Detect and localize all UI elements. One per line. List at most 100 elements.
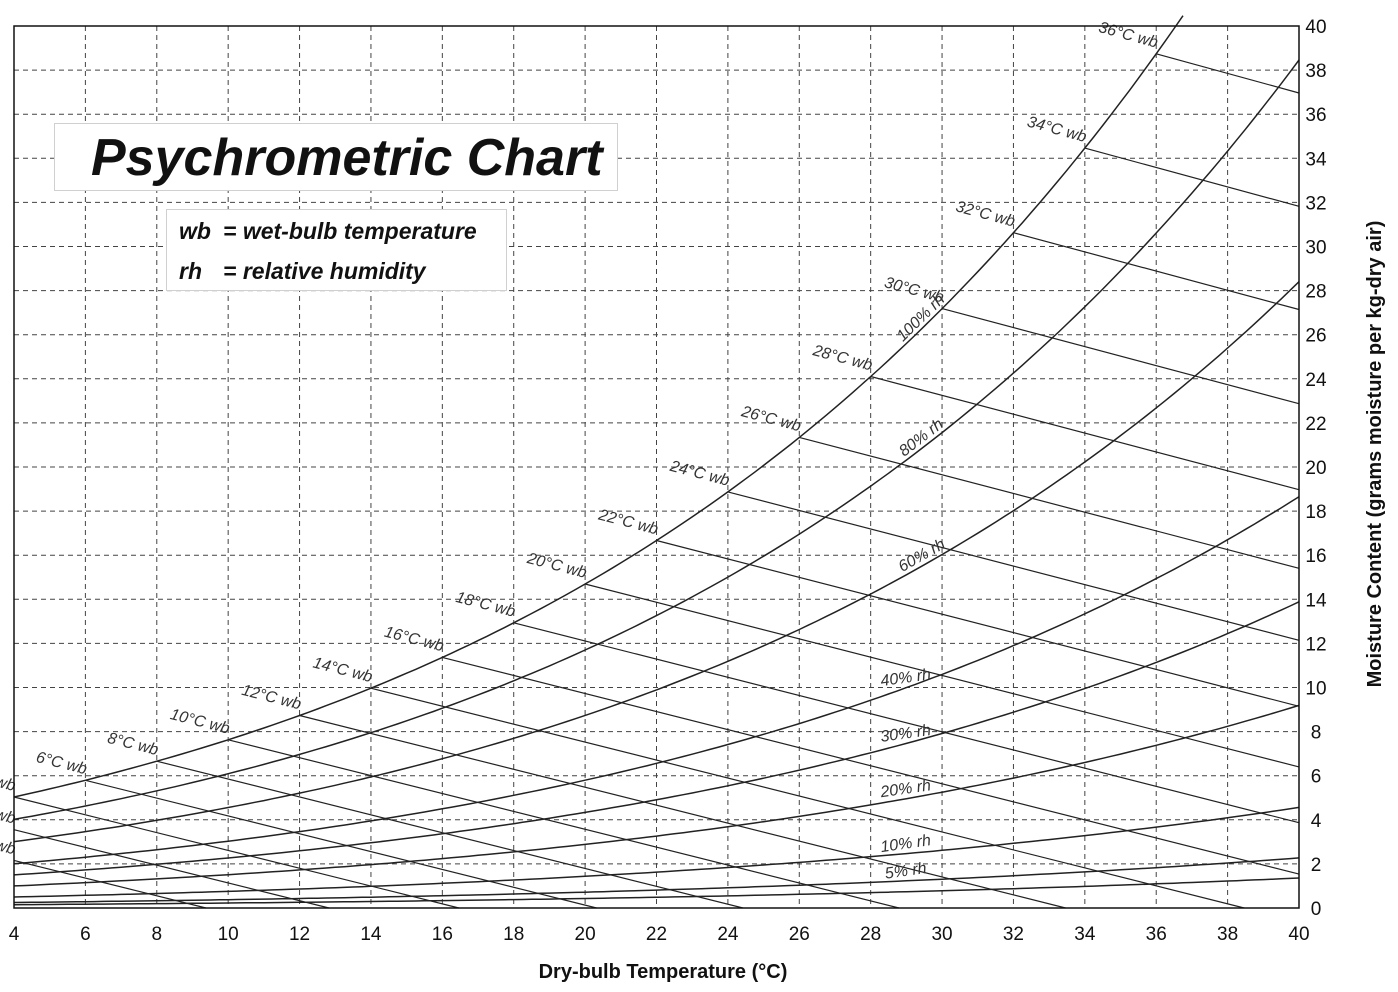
wb-line-label: 14°C wb <box>311 655 374 687</box>
y-tick-label: 0 <box>1311 899 1322 920</box>
wb-line-label: 26°C wb <box>739 403 803 435</box>
wb-line <box>299 714 1066 909</box>
wb-line <box>584 583 1300 768</box>
rh-curve-label: 5% rh <box>884 860 928 883</box>
wb-line-label: 12°C wb <box>240 682 303 713</box>
x-tick-label: 26 <box>789 924 810 945</box>
rh-curve-label: 40% rh <box>879 666 932 690</box>
wb-line <box>85 779 597 909</box>
x-tick-label: 34 <box>1074 924 1096 945</box>
wb-line <box>370 687 1245 909</box>
y-tick-label: 16 <box>1305 546 1326 567</box>
legend-abbr-rh: rh <box>179 258 202 284</box>
rh-curve-label: 20% rh <box>878 777 932 801</box>
rh-curve <box>13 704 1300 887</box>
rh-curve <box>13 601 1300 876</box>
legend-row-wb: wb = wet-bulb temperature <box>179 218 477 245</box>
x-tick-label: 16 <box>432 924 453 945</box>
x-tick-label: 4 <box>9 924 20 945</box>
x-tick-label: 8 <box>151 924 162 945</box>
rh-curve-label: 80% rh <box>896 416 947 460</box>
grid <box>14 26 1299 908</box>
wb-line <box>13 796 460 909</box>
wb-line <box>156 760 744 909</box>
y-tick-label: 38 <box>1305 61 1326 82</box>
x-tick-label: 38 <box>1217 924 1238 945</box>
x-tick-label: 30 <box>931 924 952 945</box>
rh-curve-label: 10% rh <box>879 832 932 856</box>
x-tick-label: 32 <box>1003 924 1024 945</box>
x-axis-label: Dry-bulb Temperature (°C) <box>539 961 788 983</box>
wb-line <box>228 739 900 909</box>
y-tick-label: 2 <box>1311 855 1322 876</box>
curves <box>13 15 1300 909</box>
y-tick-label: 14 <box>1305 590 1327 611</box>
rh-curve <box>13 496 1300 865</box>
wb-line-label: 36°C wb <box>1097 19 1160 52</box>
wb-line-label: 32°C wb <box>954 198 1017 230</box>
y-tick-label: 36 <box>1305 105 1326 126</box>
x-tick-label: 10 <box>218 924 239 945</box>
x-tick-label: 12 <box>289 924 310 945</box>
y-tick-label: 10 <box>1305 679 1326 700</box>
wb-line-label: 10°C wb <box>168 706 231 737</box>
y-tick-label: 12 <box>1305 634 1326 655</box>
wb-line-label: 18°C wb <box>454 589 517 621</box>
wb-line <box>1084 147 1300 207</box>
wb-line-label: 28°C wb <box>810 342 874 374</box>
rh-curve <box>13 15 1184 798</box>
wb-line-label: 34°C wb <box>1025 114 1088 146</box>
rh-curve <box>13 877 1300 906</box>
wb-line-label: 20°C wb <box>524 550 588 582</box>
y-tick-label: 6 <box>1311 767 1322 788</box>
y-tick-label: 34 <box>1305 149 1327 170</box>
rh-curve <box>13 857 1300 904</box>
legend-row-rh: rh = relative humidity <box>179 258 426 285</box>
legend-abbr-wb: wb <box>179 218 211 244</box>
wb-line <box>513 622 1300 824</box>
wb-line <box>656 539 1300 707</box>
y-tick-label: 22 <box>1305 414 1326 435</box>
wb-line-label: 6°C wb <box>34 749 88 778</box>
rh-curve <box>13 59 1300 821</box>
y-tick-label: 40 <box>1305 17 1326 38</box>
y-tick-label: 24 <box>1305 370 1327 391</box>
y-tick-label: 20 <box>1305 458 1326 479</box>
x-tick-label: 18 <box>503 924 524 945</box>
y-tick-label: 30 <box>1305 238 1326 259</box>
y-tick-label: 28 <box>1305 282 1326 303</box>
wb-line <box>870 375 1300 491</box>
x-axis-ticks: 4 6 8 10 12 14 16 18 20 22 24 26 28 30 32 34 36 38 40 <box>9 924 1310 945</box>
wb-line <box>799 436 1300 569</box>
wb-line-label: 30°C wb <box>882 274 945 306</box>
y-tick-label: 26 <box>1305 326 1326 347</box>
wb-line-label: 24°C wb <box>667 458 731 490</box>
x-tick-label: 22 <box>646 924 667 945</box>
wb-line <box>727 491 1300 641</box>
wb-line <box>1156 53 1300 94</box>
x-tick-label: 24 <box>717 924 739 945</box>
rh-curve-label: 30% rh <box>879 722 932 746</box>
x-tick-label: 40 <box>1288 924 1309 945</box>
plot-frame <box>13 25 1300 909</box>
legend-text-rh: = relative humidity <box>223 258 426 284</box>
x-tick-label: 14 <box>360 924 382 945</box>
y-axis-label: Moisture Content (grams moisture per kg-… <box>1364 221 1386 688</box>
x-tick-label: 36 <box>1146 924 1167 945</box>
wb-line-label: 16°C wb <box>383 624 446 656</box>
y-tick-label: 8 <box>1311 723 1322 744</box>
wb-line <box>442 656 1300 875</box>
y-tick-label: 18 <box>1305 502 1326 523</box>
wb-line-label: 8°C wb <box>106 730 160 759</box>
x-tick-label: 20 <box>575 924 596 945</box>
title-box: Psychrometric Chart <box>54 123 618 191</box>
chart-title: Psychrometric Chart <box>91 129 603 187</box>
x-tick-label: 6 <box>80 924 91 945</box>
rh-curve <box>13 806 1300 898</box>
y-tick-label: 4 <box>1311 811 1322 832</box>
x-tick-label: 28 <box>860 924 881 945</box>
wb-line <box>941 308 1300 405</box>
y-tick-label: 32 <box>1305 193 1326 214</box>
